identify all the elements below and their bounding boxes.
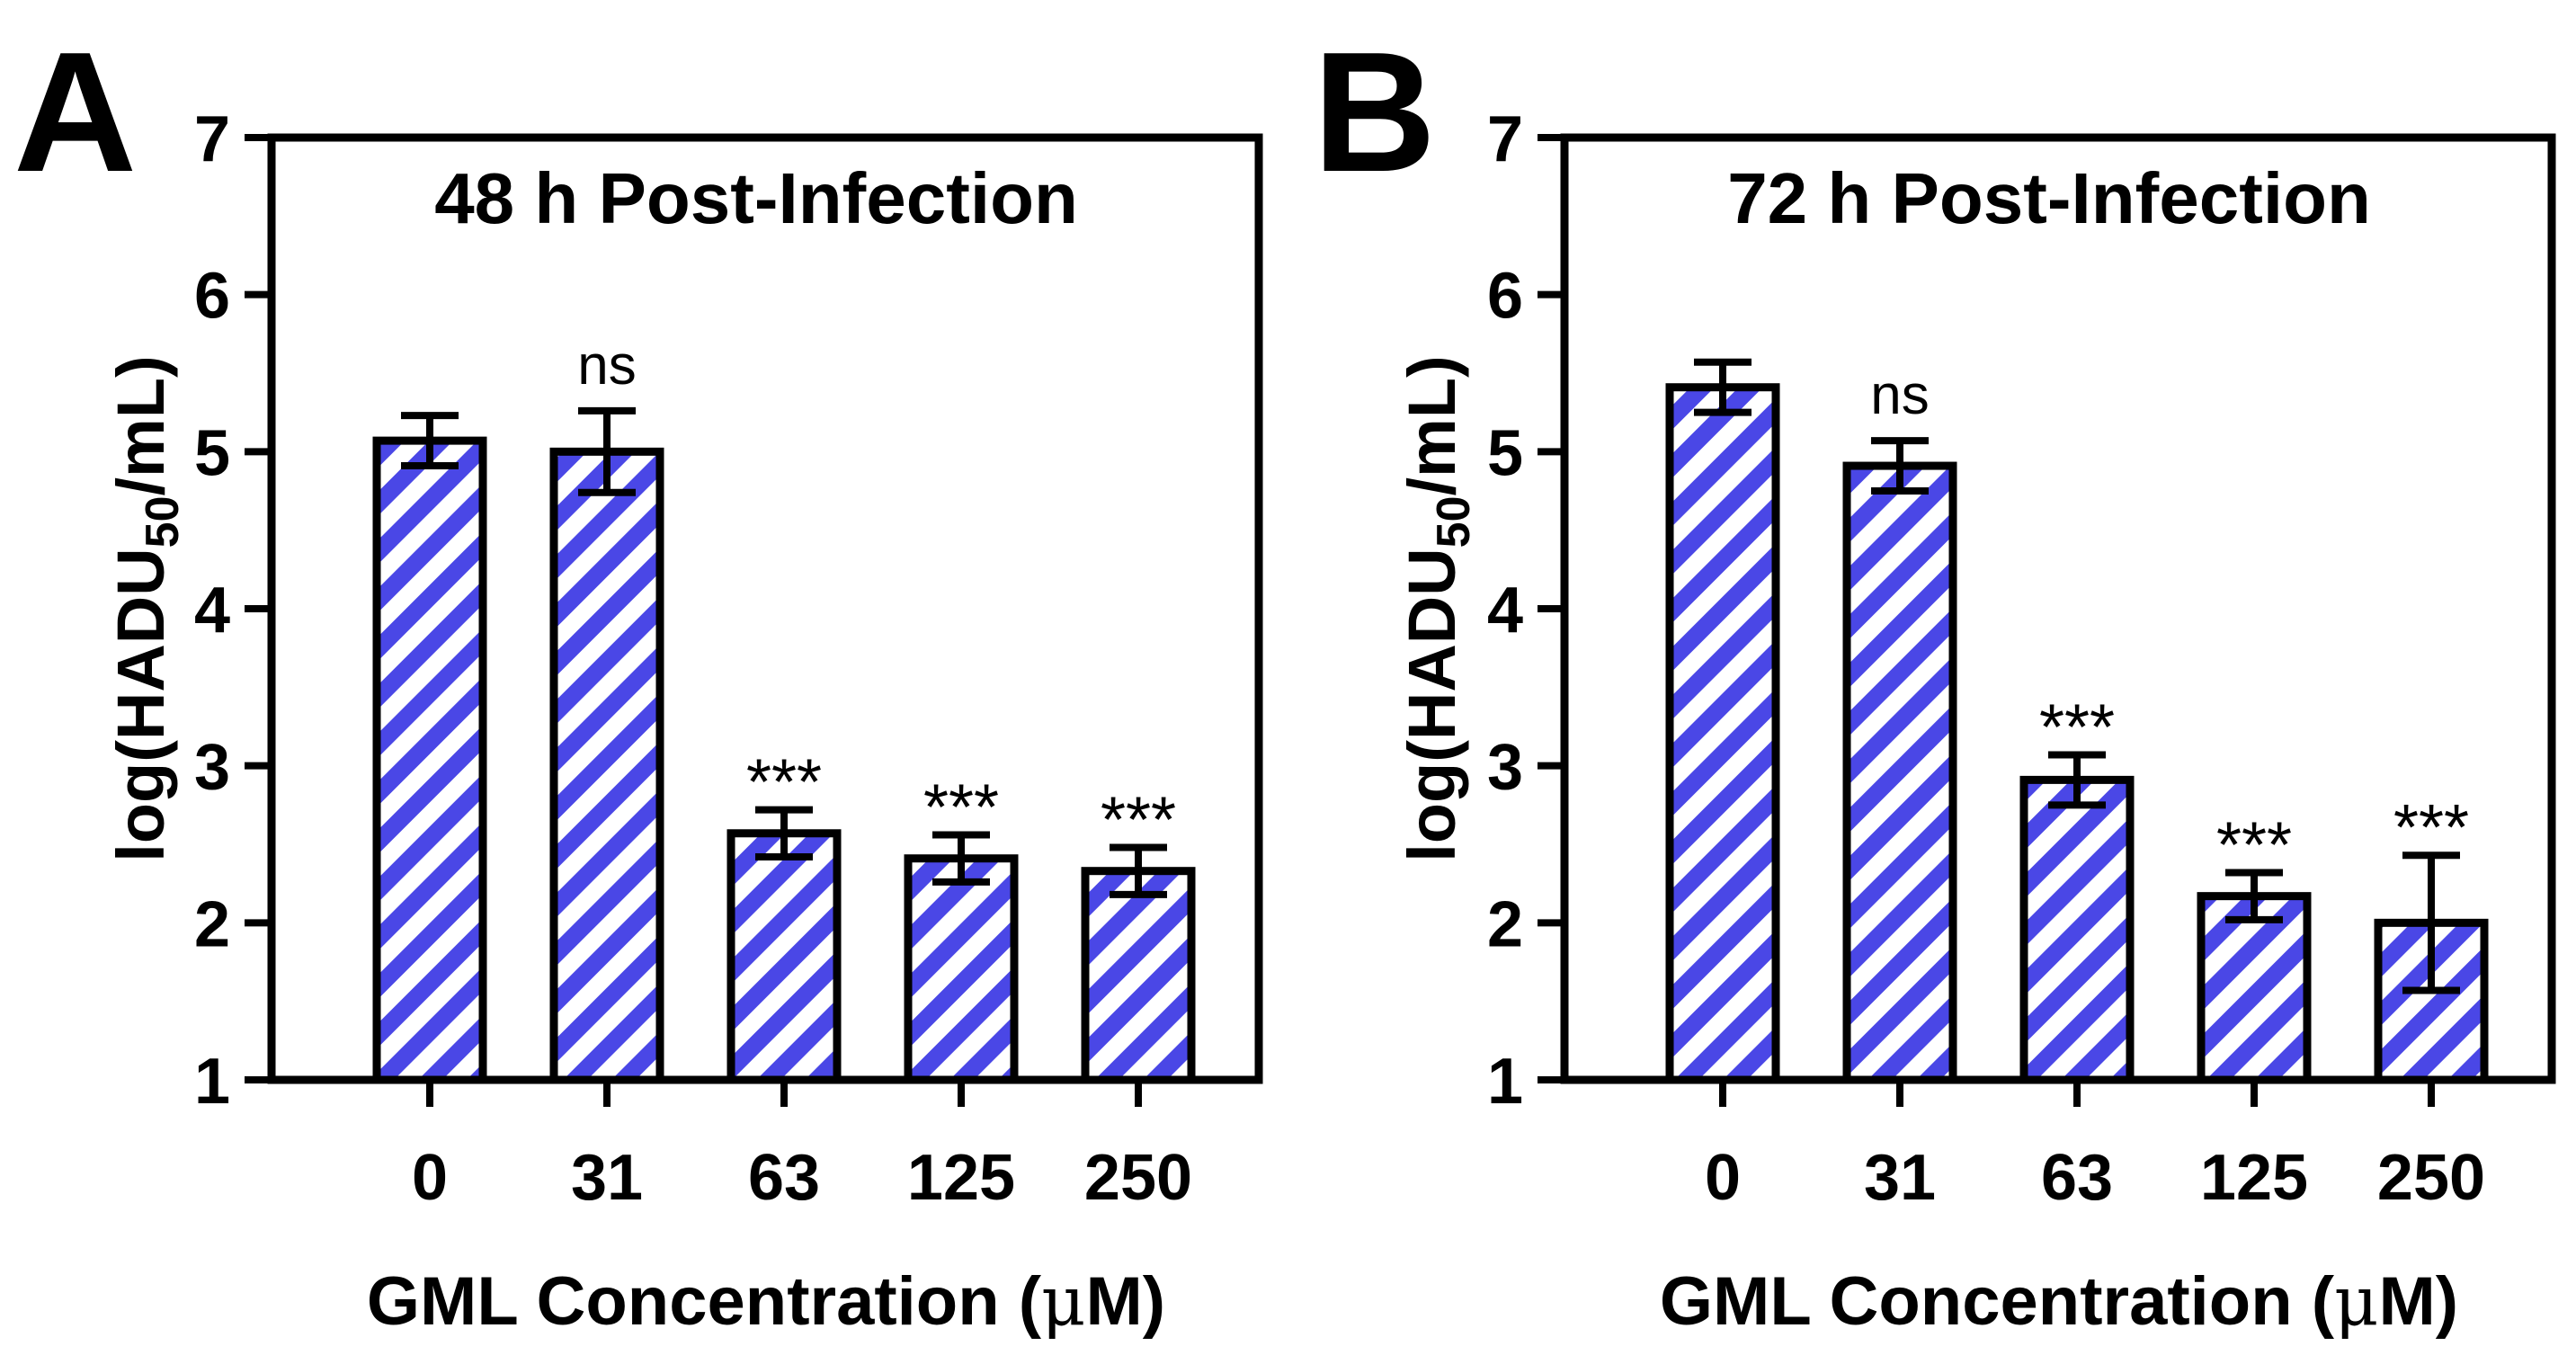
- significance-label: ***: [2039, 691, 2115, 763]
- x-axis-label-main: GML Concentration (: [367, 1263, 1042, 1340]
- x-tick-label: 125: [907, 1142, 1015, 1214]
- bar: [904, 854, 1019, 1084]
- y-tick-label: 7: [194, 103, 230, 175]
- y-axis-label-subscript: 50: [137, 495, 189, 548]
- x-axis-label-mu: μ: [2334, 1261, 2378, 1341]
- y-axis-label-unit: /mL): [1395, 355, 1469, 495]
- panel-label: A: [13, 17, 137, 208]
- y-tick-label: 2: [1487, 888, 1523, 960]
- x-tick-label: 63: [2041, 1142, 2113, 1214]
- y-axis-label-unit: /mL): [103, 355, 178, 495]
- y-tick-label: 5: [194, 417, 230, 489]
- bar: [549, 447, 664, 1084]
- x-tick-label: 63: [748, 1142, 820, 1214]
- y-tick-label: 7: [1487, 103, 1523, 175]
- y-tick-label: 4: [1487, 575, 1523, 646]
- y-tick-label: 5: [1487, 417, 1523, 489]
- y-axis-label-main: log(HADU: [103, 548, 178, 861]
- bar: [726, 829, 842, 1084]
- y-tick-label: 1: [1487, 1046, 1523, 1118]
- x-axis-label-mu: μ: [1041, 1261, 1085, 1341]
- y-tick-label: 2: [194, 888, 230, 960]
- x-tick-label: 31: [1864, 1142, 1936, 1214]
- bar: [2019, 775, 2135, 1084]
- bar: [1842, 461, 1957, 1084]
- y-tick-label: 6: [1487, 261, 1523, 333]
- chart-title: 48 h Post-Infection: [434, 158, 1078, 238]
- bar: [1665, 383, 1780, 1084]
- y-axis-label: log(HADU50/mL): [1395, 355, 1480, 861]
- y-tick-label: 3: [1487, 732, 1523, 804]
- y-axis-label-subscript: 50: [1428, 495, 1480, 548]
- x-tick-label: 31: [571, 1142, 643, 1214]
- y-tick-label: 4: [194, 575, 230, 646]
- significance-label: ***: [2393, 792, 2469, 864]
- x-axis-label-unit: M): [2378, 1263, 2458, 1340]
- x-tick-label: 0: [1705, 1142, 1741, 1214]
- y-tick-label: 3: [194, 732, 230, 804]
- y-axis-label-main: log(HADU: [1395, 548, 1469, 861]
- significance-label: ns: [1870, 364, 1929, 426]
- x-tick-label: 0: [412, 1142, 448, 1214]
- bar: [1081, 867, 1196, 1084]
- bar: [372, 436, 487, 1084]
- chart-panel-a: A 48 h Post-Infection0ns31***63***125***2…: [13, 17, 1263, 1341]
- significance-label: ***: [2216, 809, 2292, 881]
- x-axis-label-main: GML Concentration (: [1660, 1263, 2335, 1340]
- panel-label: B: [1313, 17, 1436, 208]
- significance-label: ns: [577, 334, 636, 397]
- y-axis-label: log(HADU50/mL): [103, 355, 189, 861]
- bar: [2197, 892, 2312, 1084]
- x-axis-label-unit: M): [1085, 1263, 1165, 1340]
- y-tick-label: 6: [194, 261, 230, 333]
- significance-label: ***: [746, 747, 822, 819]
- x-tick-label: 250: [1084, 1142, 1192, 1214]
- chart-title: 72 h Post-Infection: [1727, 158, 2371, 238]
- x-tick-label: 250: [2377, 1142, 2485, 1214]
- chart-panel-b: B 72 h Post-Infection0ns31***63***125***2…: [1313, 17, 2556, 1341]
- x-axis-label: GML Concentration (μM): [367, 1261, 1165, 1341]
- y-tick-label: 1: [194, 1046, 230, 1118]
- x-tick-label: 125: [2200, 1142, 2308, 1214]
- x-axis-label: GML Concentration (μM): [1660, 1261, 2458, 1341]
- significance-label: ***: [923, 772, 999, 844]
- significance-label: ***: [1101, 784, 1176, 856]
